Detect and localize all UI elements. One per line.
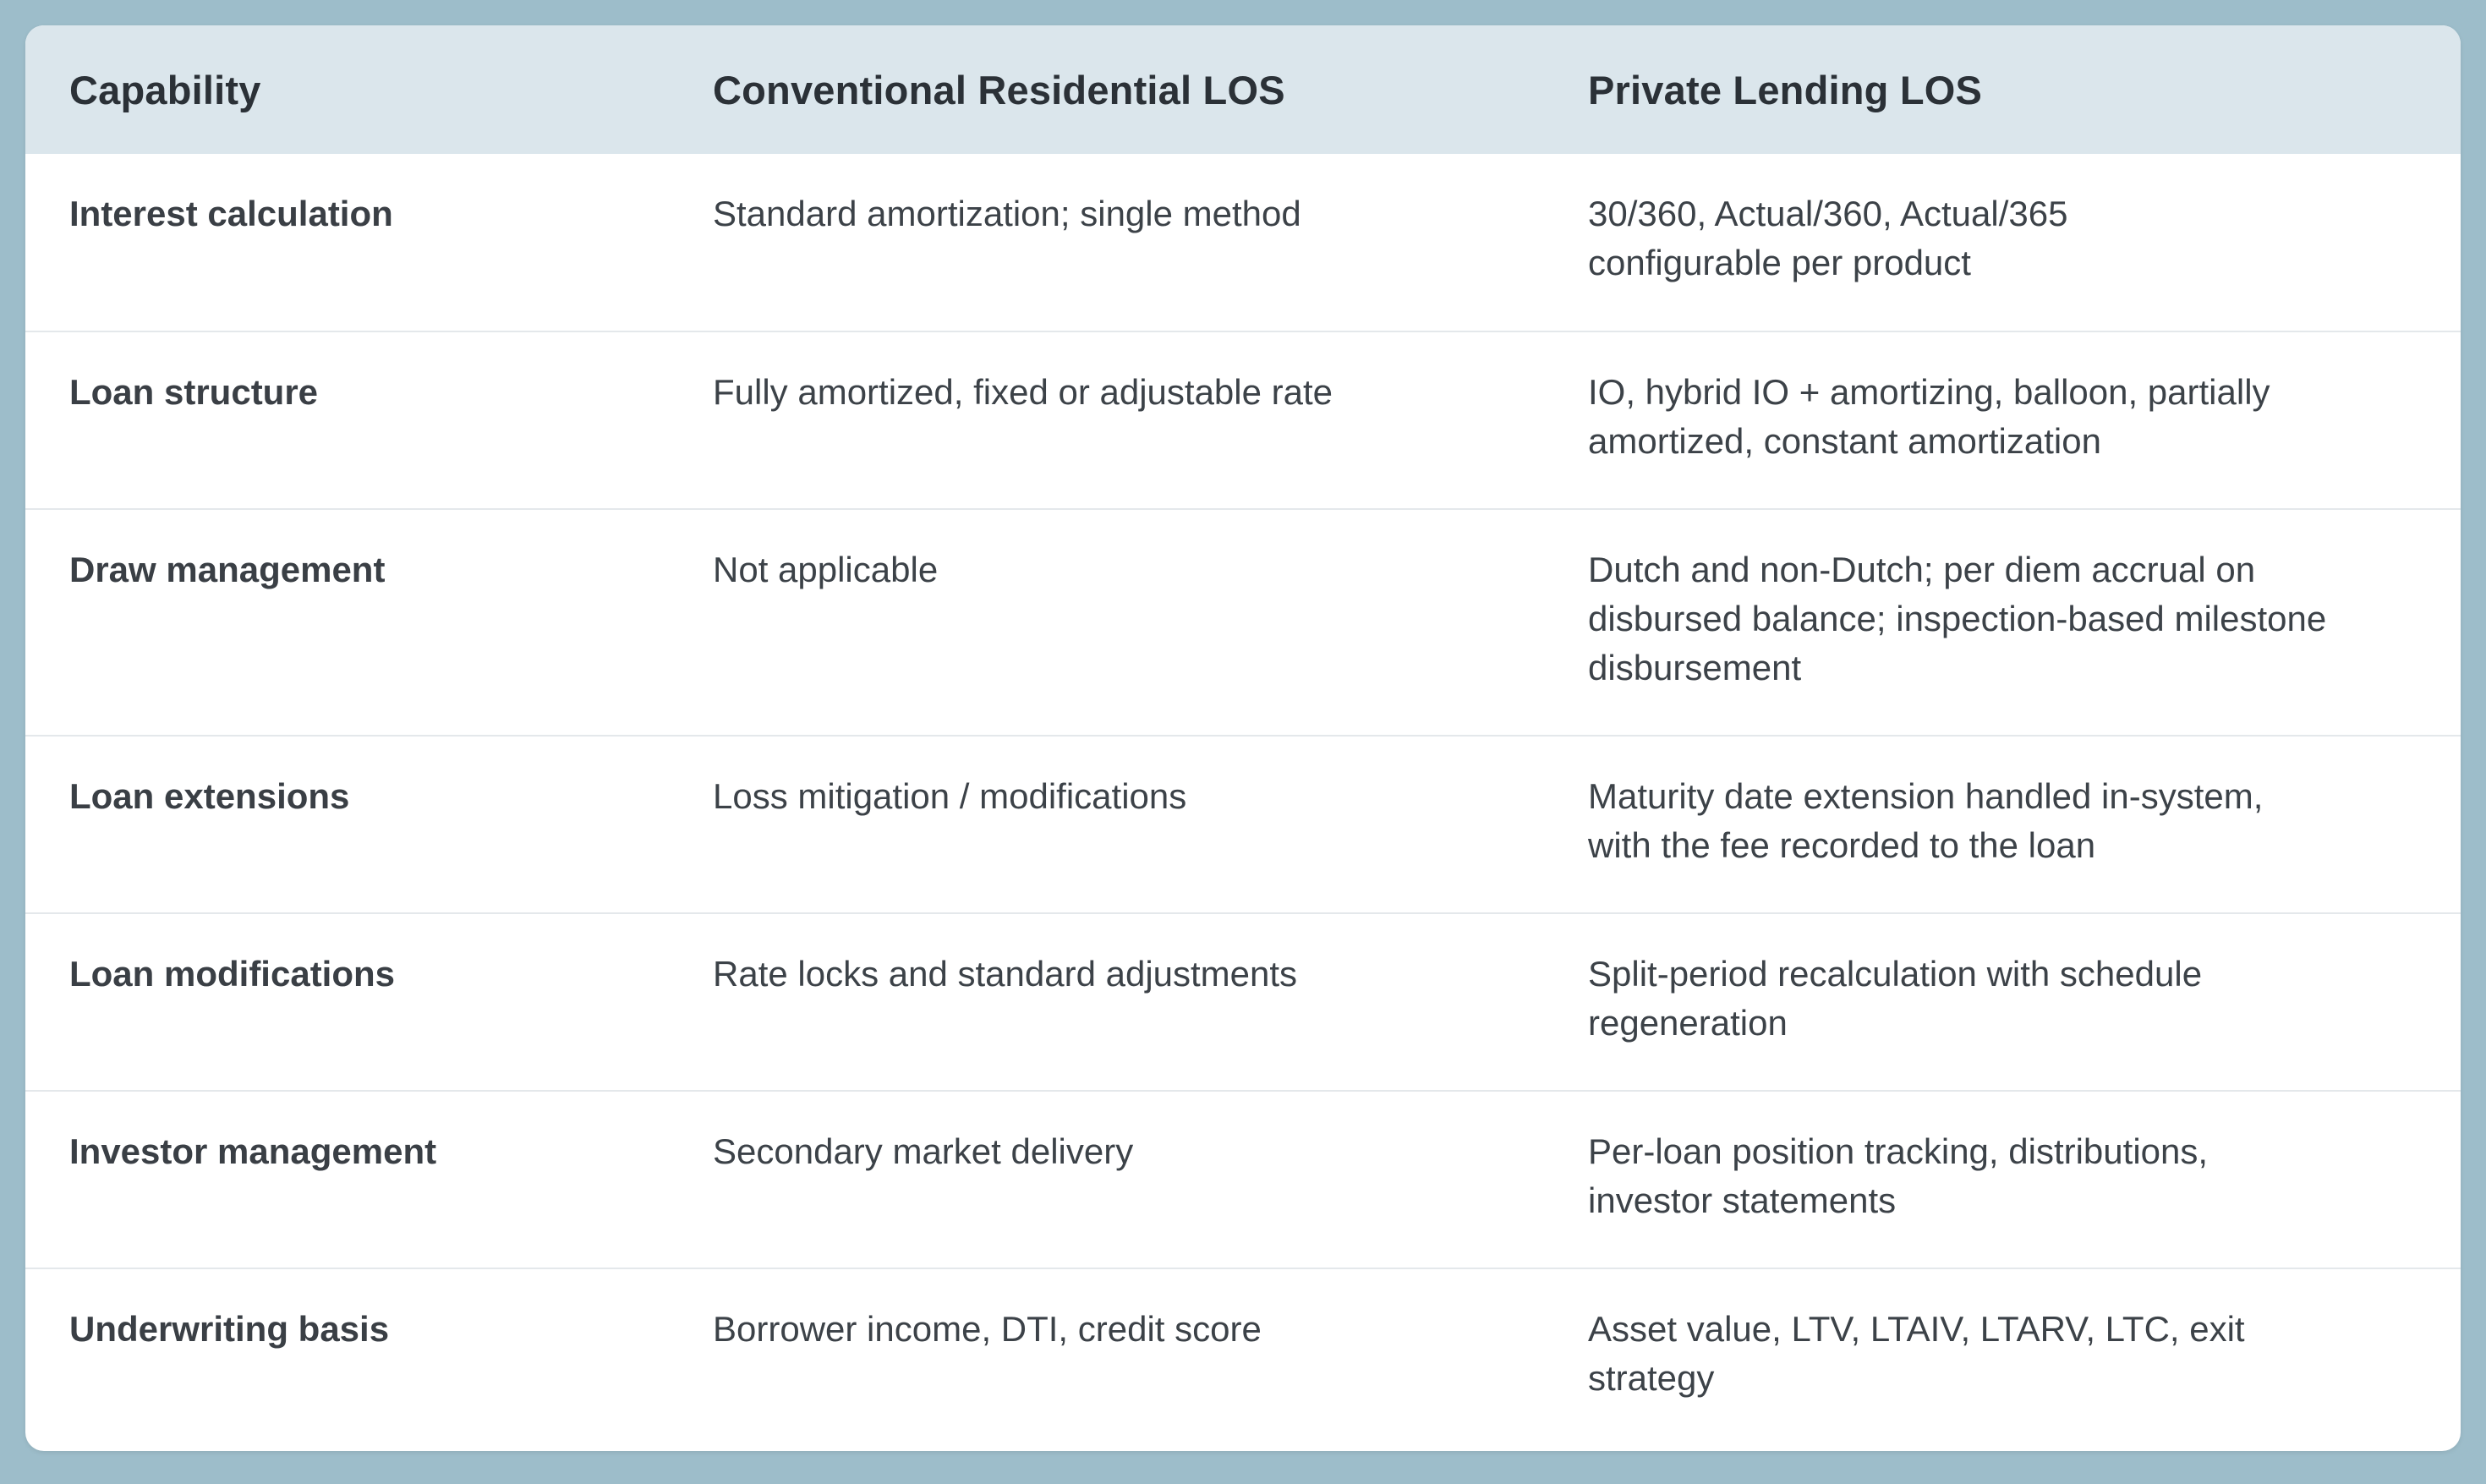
cell-private: Split-period recalculation with schedule… xyxy=(1560,913,2461,1092)
cell-private-line: Dutch and non-Dutch; per diem accrual on xyxy=(1588,550,2256,589)
cell-private-line: configurable per product xyxy=(1588,243,1971,282)
cell-capability: Investor management xyxy=(25,1091,685,1269)
table-header: Capability Conventional Residential LOS … xyxy=(25,25,2461,154)
comparison-table: Capability Conventional Residential LOS … xyxy=(25,25,2461,1450)
cell-private-line: investor statements xyxy=(1588,1180,1897,1220)
cell-conventional: Fully amortized, fixed or adjustable rat… xyxy=(685,331,1560,510)
cell-private-line: with the fee recorded to the loan xyxy=(1588,825,2096,865)
cell-capability: Interest calculation xyxy=(25,154,685,332)
table-row: Investor management Secondary market del… xyxy=(25,1091,2461,1269)
cell-private: Per-loan position tracking, distribution… xyxy=(1560,1091,2461,1269)
cell-private-line: 30/360, Actual/360, Actual/365 xyxy=(1588,194,2068,233)
table-row: Loan structure Fully amortized, fixed or… xyxy=(25,331,2461,510)
cell-private-line: Asset value, LTV, LTAIV, LTARV, LTC, exi… xyxy=(1588,1309,2245,1349)
cell-capability: Draw management xyxy=(25,509,685,737)
cell-conventional: Loss mitigation / modifications xyxy=(685,736,1560,914)
cell-private-line: Per-loan position tracking, distribution… xyxy=(1588,1131,2209,1171)
cell-private-line: strategy xyxy=(1588,1358,1715,1398)
cell-private-line: Maturity date extension handled in-syste… xyxy=(1588,776,2264,816)
table-row: Loan extensions Loss mitigation / modifi… xyxy=(25,736,2461,914)
cell-private: Maturity date extension handled in-syste… xyxy=(1560,736,2461,914)
comparison-card: Capability Conventional Residential LOS … xyxy=(25,25,2461,1451)
cell-conventional: Secondary market delivery xyxy=(685,1091,1560,1269)
table-row: Underwriting basis Borrower income, DTI,… xyxy=(25,1268,2461,1450)
cell-private-line: IO, hybrid IO + amortizing, balloon, par… xyxy=(1588,372,2270,412)
cell-private: Asset value, LTV, LTAIV, LTARV, LTC, exi… xyxy=(1560,1268,2461,1450)
table-body: Interest calculation Standard amortizati… xyxy=(25,154,2461,1450)
cell-private: IO, hybrid IO + amortizing, balloon, par… xyxy=(1560,331,2461,510)
cell-capability: Underwriting basis xyxy=(69,1309,390,1349)
table-row: Draw management Not applicable Dutch and… xyxy=(25,509,2461,737)
header-capability: Capability xyxy=(69,67,261,112)
cell-private: Dutch and non-Dutch; per diem accrual on… xyxy=(1560,509,2461,737)
cell-private-line: regeneration xyxy=(1588,1003,1788,1043)
cell-capability: Loan structure xyxy=(25,331,685,510)
header-conventional: Conventional Residential LOS xyxy=(713,67,1285,112)
table-row: Loan modifications Rate locks and standa… xyxy=(25,913,2461,1092)
cell-private-line: disbursement xyxy=(1588,648,1802,687)
header-private: Private Lending LOS xyxy=(1588,67,1983,112)
cell-conventional: Standard amortization; single method xyxy=(685,154,1560,332)
cell-capability: Loan extensions xyxy=(25,736,685,914)
cell-private: 30/360, Actual/360, Actual/365 configura… xyxy=(1560,154,2461,332)
cell-conventional: Rate locks and standard adjustments xyxy=(685,913,1560,1092)
cell-private-line: Split-period recalculation with schedule xyxy=(1588,954,2203,994)
cell-conventional: Borrower income, DTI, credit score xyxy=(713,1309,1262,1349)
table-row: Interest calculation Standard amortizati… xyxy=(25,154,2461,332)
cell-private-line: amortized, constant amortization xyxy=(1588,421,2101,461)
cell-conventional: Not applicable xyxy=(685,509,1560,737)
cell-private-line: disbursed balance; inspection-based mile… xyxy=(1588,599,2327,638)
cell-capability: Loan modifications xyxy=(25,913,685,1092)
header-row: Capability Conventional Residential LOS … xyxy=(25,25,2461,154)
